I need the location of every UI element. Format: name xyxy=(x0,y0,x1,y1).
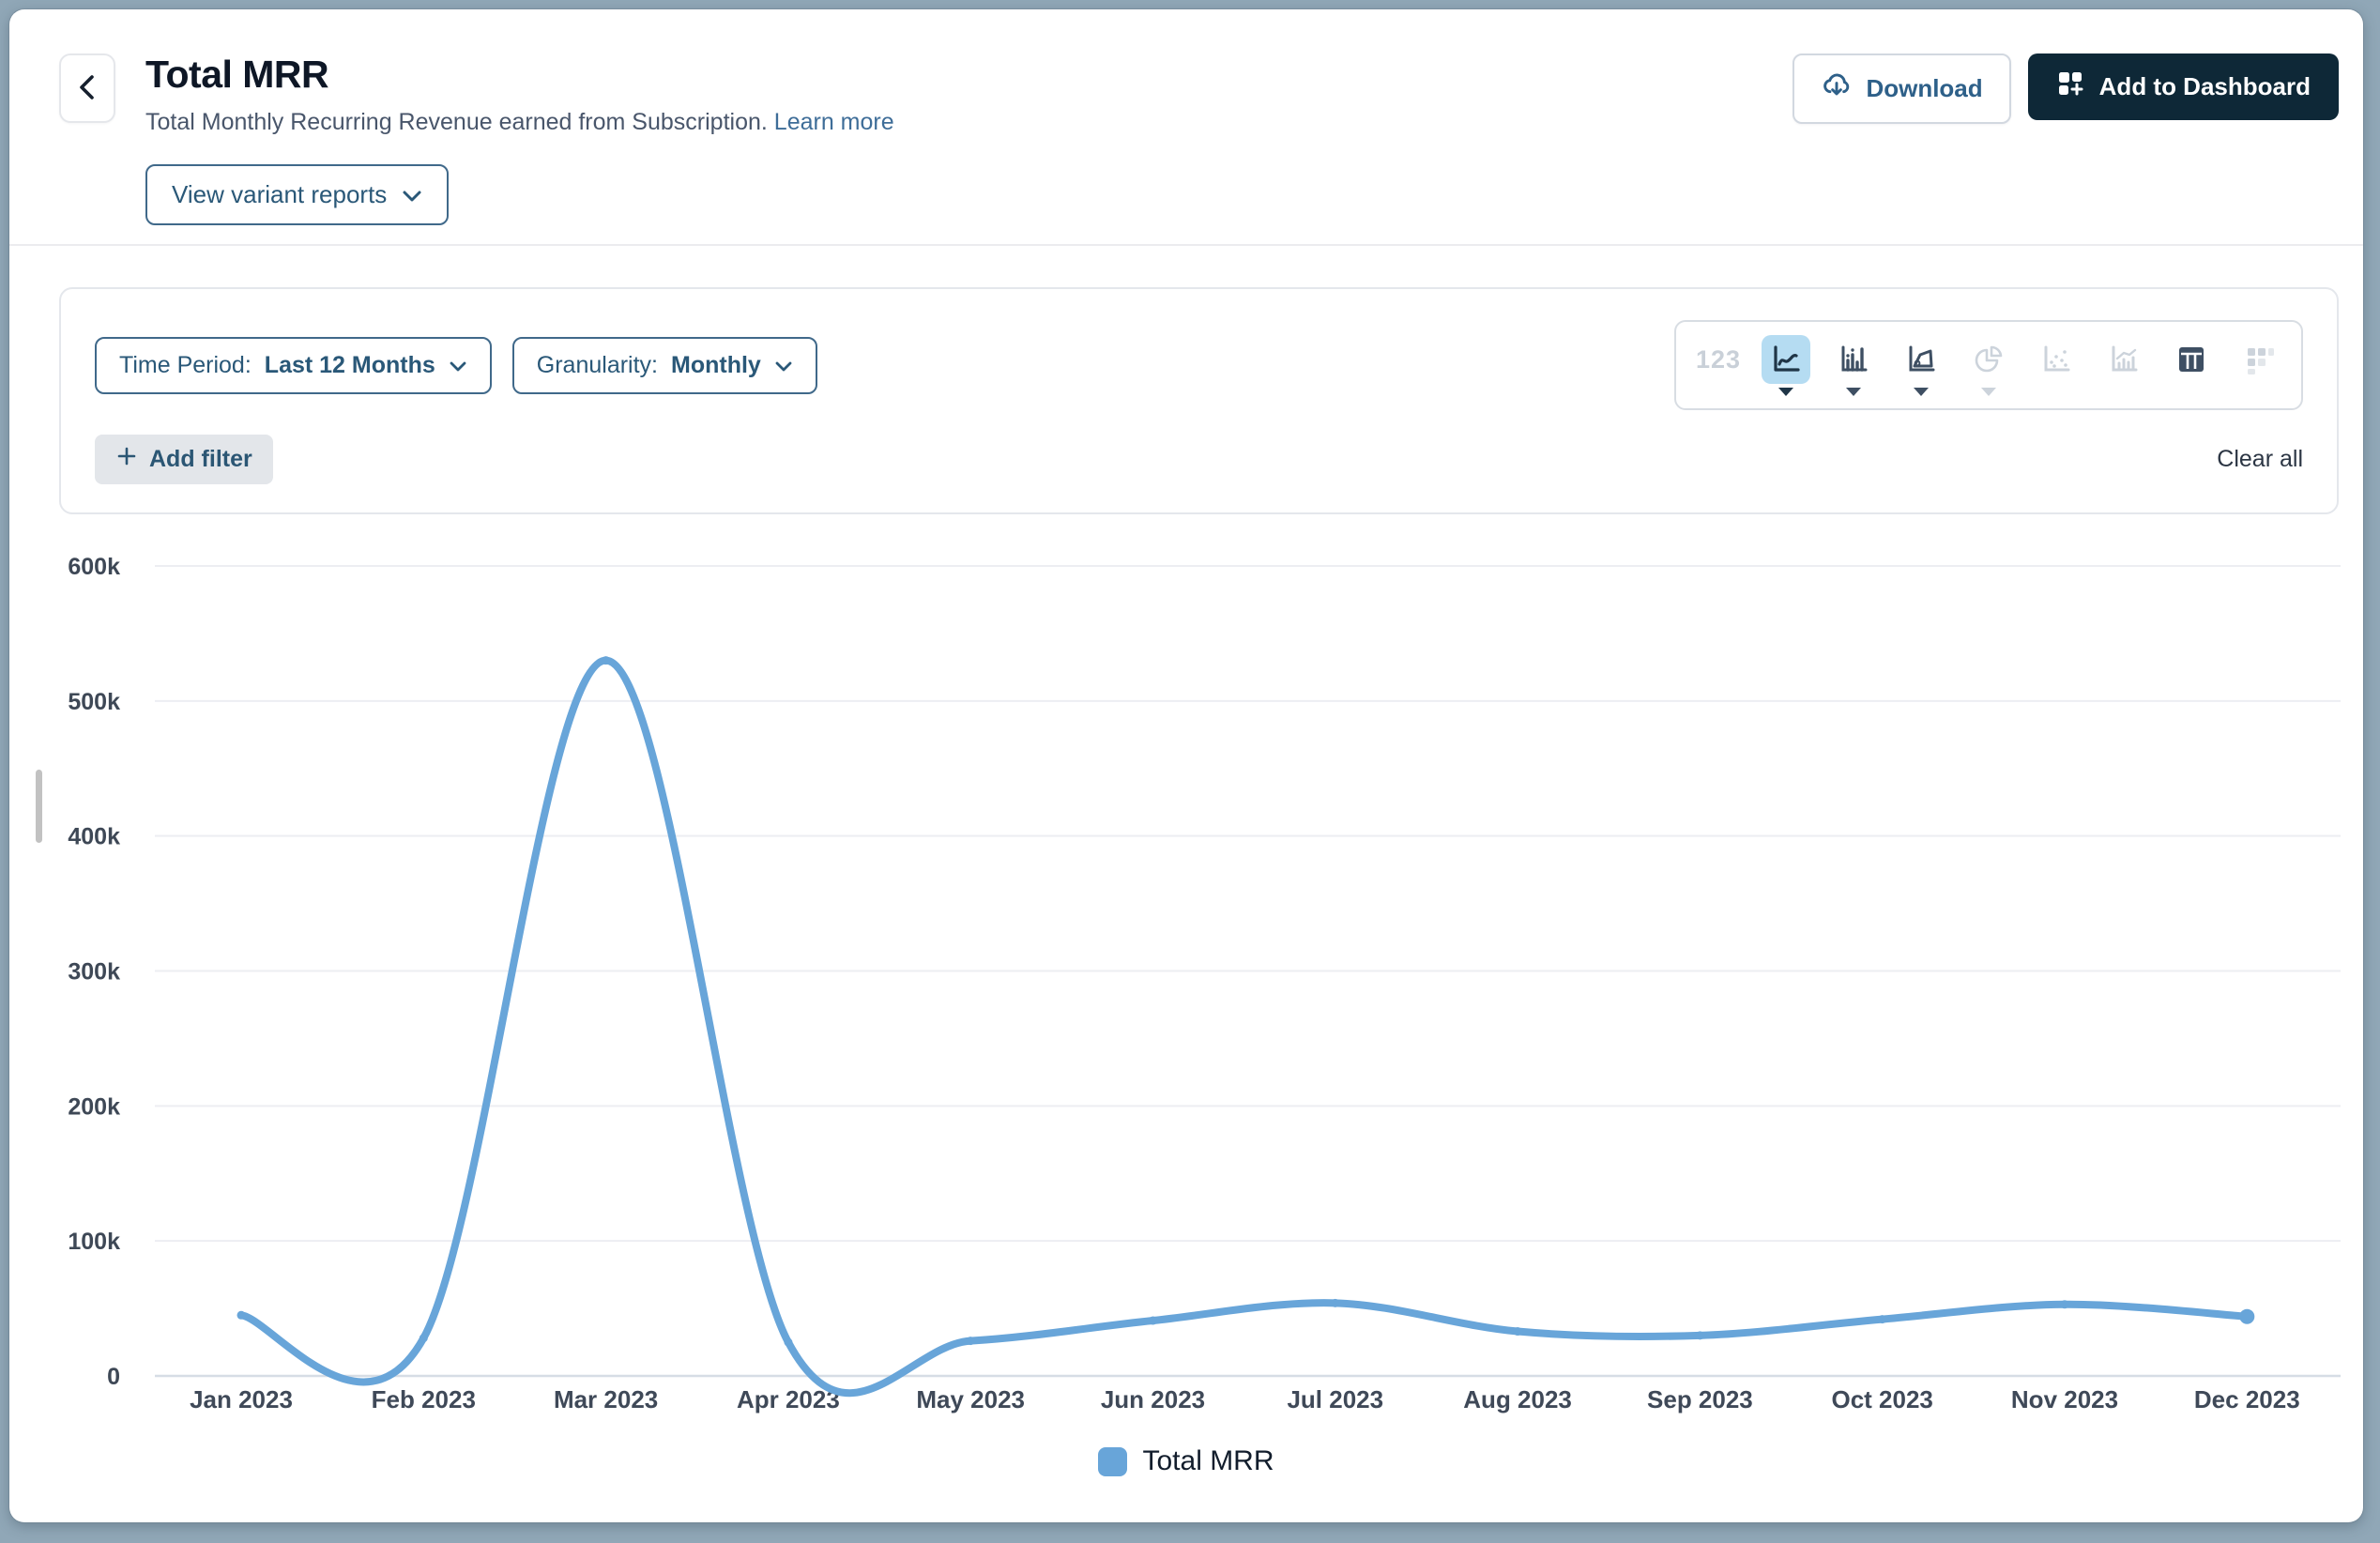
filter-pills: Time Period: Last 12 Months Granularity:… xyxy=(95,336,817,394)
view-variant-reports-label: View variant reports xyxy=(172,180,388,209)
pie-chart-icon xyxy=(1964,335,2013,384)
svg-text:Nov 2023: Nov 2023 xyxy=(2011,1385,2118,1413)
clear-all-button[interactable]: Clear all xyxy=(2217,446,2303,472)
time-period-value: Last 12 Months xyxy=(264,351,435,378)
chart-type-pivot[interactable] xyxy=(2230,329,2288,401)
svg-text:Feb 2023: Feb 2023 xyxy=(372,1385,476,1413)
chart-type-line[interactable] xyxy=(1757,329,1815,401)
cloud-download-icon xyxy=(1821,69,1853,108)
scatter-plot-icon xyxy=(2032,335,2081,384)
chevron-down-icon xyxy=(449,352,467,379)
chart-area: 0 100k 200k 300k 400k 500k 600k Jan 2023 Feb 202… xyxy=(9,535,2363,1436)
filter-row-top: Time Period: Last 12 Months Granularity:… xyxy=(95,320,2303,410)
area-chart-icon xyxy=(1897,335,1945,384)
add-filter-label: Add filter xyxy=(149,446,252,472)
svg-text:300k: 300k xyxy=(68,959,120,985)
filter-card: Time Period: Last 12 Months Granularity:… xyxy=(59,287,2339,514)
download-button[interactable]: Download xyxy=(1793,53,2011,124)
caret-down-icon xyxy=(1981,388,1996,396)
chart-type-pie[interactable] xyxy=(1960,329,2018,401)
mrr-line-chart[interactable]: 0 100k 200k 300k 400k 500k 600k Jan 2023 Feb 202… xyxy=(9,535,2363,1436)
chevron-left-icon xyxy=(75,73,99,104)
report-header: Total MRR Total Monthly Recurring Revenu… xyxy=(9,9,2363,246)
download-label: Download xyxy=(1866,74,1983,102)
svg-text:500k: 500k xyxy=(68,689,120,715)
title-block: Total MRR Total Monthly Recurring Revenu… xyxy=(145,53,1793,226)
caret-down-icon xyxy=(1914,388,1929,396)
svg-text:200k: 200k xyxy=(68,1093,120,1120)
combo-chart-icon xyxy=(2099,335,2148,384)
view-variant-reports-button[interactable]: View variant reports xyxy=(145,164,450,226)
learn-more-link[interactable]: Learn more xyxy=(773,109,894,136)
svg-text:Sep 2023: Sep 2023 xyxy=(1647,1385,1753,1413)
svg-text:600k: 600k xyxy=(68,554,120,580)
add-to-dashboard-button[interactable]: Add to Dashboard xyxy=(2027,53,2339,120)
chart-type-table[interactable] xyxy=(2162,329,2220,401)
chevron-down-icon xyxy=(774,352,793,379)
chart-type-number-view[interactable]: 123 xyxy=(1689,329,1747,401)
svg-text:Aug 2023: Aug 2023 xyxy=(1463,1385,1572,1413)
time-period-label: Time Period: xyxy=(119,351,252,378)
chart-type-combo[interactable] xyxy=(2095,329,2153,401)
bar-chart-icon xyxy=(1829,335,1878,384)
chart-type-scatter[interactable] xyxy=(2027,329,2085,401)
chevron-down-icon xyxy=(402,180,422,209)
granularity-label: Granularity: xyxy=(536,351,658,378)
filter-row-bottom: Add filter Clear all xyxy=(95,435,2303,484)
svg-text:400k: 400k xyxy=(68,824,120,850)
legend-label: Total MRR xyxy=(1142,1445,1274,1476)
add-filter-button[interactable]: Add filter xyxy=(95,435,273,484)
svg-text:Mar 2023: Mar 2023 xyxy=(554,1385,658,1413)
time-period-dropdown[interactable]: Time Period: Last 12 Months xyxy=(95,336,492,394)
caret-down-icon xyxy=(1846,388,1861,396)
granularity-value: Monthly xyxy=(671,351,761,378)
granularity-dropdown[interactable]: Granularity: Monthly xyxy=(511,336,817,394)
chart-type-area[interactable] xyxy=(1892,329,1950,401)
svg-text:Dec 2023: Dec 2023 xyxy=(2194,1385,2300,1413)
svg-text:Jul 2023: Jul 2023 xyxy=(1287,1385,1383,1413)
page-title: Total MRR xyxy=(145,53,329,96)
svg-text:0: 0 xyxy=(107,1364,120,1390)
pivot-table-icon xyxy=(2235,335,2283,384)
svg-text:Jun 2023: Jun 2023 xyxy=(1101,1385,1205,1413)
line-chart-icon xyxy=(1762,335,1810,384)
chart-type-bar[interactable] xyxy=(1824,329,1883,401)
plus-icon xyxy=(115,445,138,474)
back-button[interactable] xyxy=(59,53,115,123)
number-view-icon: 123 xyxy=(1695,344,1742,374)
caret-down-icon xyxy=(1778,388,1793,396)
add-to-dashboard-label: Add to Dashboard xyxy=(2098,72,2311,100)
chart-type-toolbar: 123 xyxy=(1674,320,2303,410)
description-text: Total Monthly Recurring Revenue earned f… xyxy=(145,109,768,136)
app-window: Total MRR Total Monthly Recurring Revenu… xyxy=(9,9,2363,1522)
chart-legend[interactable]: Total MRR xyxy=(9,1445,2363,1477)
svg-text:100k: 100k xyxy=(68,1229,120,1255)
svg-text:May 2023: May 2023 xyxy=(916,1385,1025,1413)
left-scrollbar-thumb[interactable] xyxy=(36,770,42,843)
dashboard-add-icon xyxy=(2056,69,2084,104)
header-actions: Download Add to Dashboard xyxy=(1793,53,2339,124)
legend-swatch-total-mrr xyxy=(1098,1446,1128,1476)
svg-text:Apr 2023: Apr 2023 xyxy=(737,1385,840,1413)
svg-text:Jan 2023: Jan 2023 xyxy=(190,1385,293,1413)
svg-text:Oct 2023: Oct 2023 xyxy=(1831,1385,1932,1413)
report-description: Total Monthly Recurring Revenue earned f… xyxy=(145,109,1793,136)
table-view-icon xyxy=(2167,335,2216,384)
